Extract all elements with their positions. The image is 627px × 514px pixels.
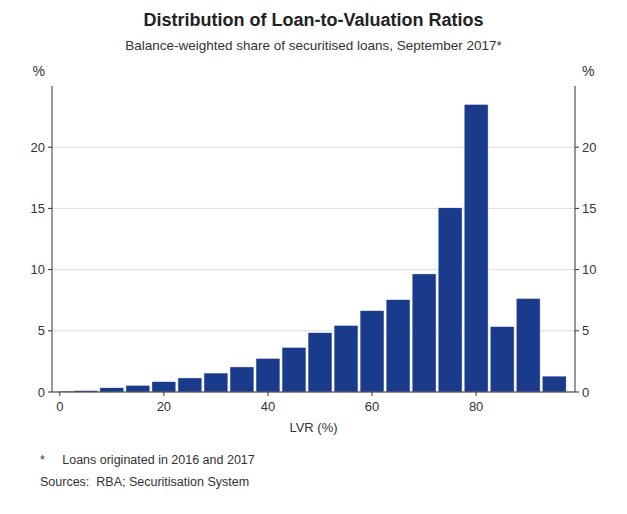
x-tick-label: 40	[261, 399, 275, 414]
y-tick	[48, 147, 52, 148]
title: Distribution of Loan-to-Valuation Ratios	[144, 10, 484, 30]
y-tick	[48, 208, 52, 209]
bar	[282, 347, 306, 392]
bar	[334, 325, 358, 392]
x-tick	[267, 392, 268, 396]
y-tick-label: 5	[38, 323, 45, 338]
x-tick-label: 60	[365, 399, 379, 414]
y2-tick-label: 5	[582, 323, 589, 338]
bar	[464, 104, 488, 392]
y2-tick-label: 0	[582, 385, 589, 400]
y2-tick-label: 10	[582, 262, 596, 277]
bar	[126, 385, 150, 392]
y2-tick	[575, 392, 579, 393]
y-tick-label: 15	[31, 201, 45, 216]
y2-tick	[575, 147, 579, 148]
bar	[542, 376, 566, 392]
bar	[256, 358, 280, 392]
y2-tick	[575, 269, 579, 270]
bar	[516, 298, 540, 392]
bar	[230, 367, 254, 392]
y-tick	[48, 330, 52, 331]
grid-line	[52, 208, 575, 209]
bar	[490, 327, 514, 392]
y2-tick-label: 20	[582, 140, 596, 155]
grid-line	[52, 269, 575, 270]
x-axis-label: LVR (%)	[289, 420, 337, 435]
bar	[360, 311, 384, 392]
footnote: * Loans originated in 2016 and 2017	[40, 453, 255, 467]
y-axis-label: %	[33, 63, 45, 79]
y-tick-label: 20	[31, 140, 45, 155]
grid-line	[52, 147, 575, 148]
bar	[204, 373, 228, 392]
x-tick	[372, 392, 373, 396]
footnote: Sources: RBA; Securitisation System	[40, 475, 249, 489]
y-tick	[48, 269, 52, 270]
x-axis-line	[52, 392, 575, 393]
bar	[178, 378, 202, 392]
y-axis-line	[52, 86, 53, 392]
y-tick-label: 10	[31, 262, 45, 277]
bar	[152, 382, 176, 392]
x-tick	[163, 392, 164, 396]
chart-container: Distribution of Loan-to-Valuation Ratios…	[0, 0, 627, 514]
y2-tick	[575, 208, 579, 209]
bar	[438, 208, 462, 392]
y2-axis-line	[575, 86, 576, 392]
y2-tick	[575, 330, 579, 331]
x-tick-label: 0	[56, 399, 63, 414]
y2-axis-label: %	[582, 63, 594, 79]
grid-line	[52, 392, 575, 393]
bar	[100, 388, 124, 392]
chart: Distribution of Loan-to-Valuation Ratios…	[0, 0, 627, 514]
x-tick-label: 20	[157, 399, 171, 414]
x-tick	[59, 392, 60, 396]
y2-tick-label: 15	[582, 201, 596, 216]
bar	[308, 333, 332, 392]
subtitle: Balance-weighted share of securitised lo…	[125, 38, 502, 53]
y-tick	[48, 392, 52, 393]
bars	[58, 104, 566, 392]
x-tick	[476, 392, 477, 396]
y-tick-label: 0	[38, 385, 45, 400]
x-tick-label: 80	[469, 399, 483, 414]
bar	[412, 274, 436, 392]
bar	[386, 300, 410, 392]
